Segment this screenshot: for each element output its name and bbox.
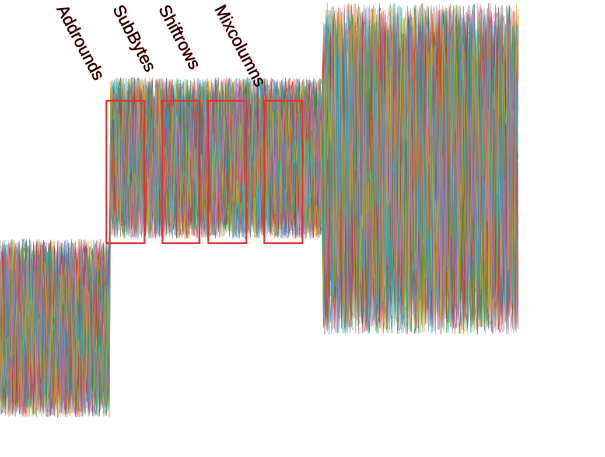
trace-line xyxy=(0,4,519,416)
annotation-label-shiftrows: Shiftrows xyxy=(155,2,205,73)
annotation-label-subbytes: SubBytes xyxy=(109,2,160,75)
trace-line xyxy=(0,5,519,418)
annotation-label-addrounds: Addrounds xyxy=(53,2,108,84)
trace-lines xyxy=(0,2,519,419)
highlight-boxes xyxy=(105,99,304,245)
highlight-box-addrounds xyxy=(105,99,146,245)
highlight-box-shiftrows xyxy=(207,99,248,245)
highlight-box-subbytes xyxy=(161,99,201,245)
highlight-box-mixcolumns xyxy=(263,99,304,245)
annotation-label-mixcolumns: Mixcolumns xyxy=(211,2,270,90)
trace-line xyxy=(0,3,519,418)
